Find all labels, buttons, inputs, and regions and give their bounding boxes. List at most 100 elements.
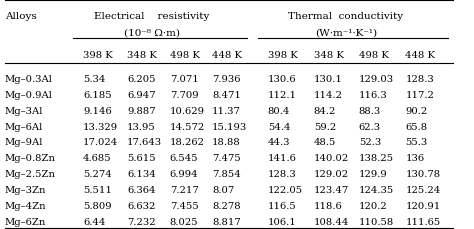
- Text: 13.95: 13.95: [127, 123, 156, 132]
- Text: 117.2: 117.2: [405, 91, 434, 100]
- Text: 8.07: 8.07: [212, 186, 234, 195]
- Text: 348 K: 348 K: [127, 51, 157, 60]
- Text: 8.025: 8.025: [170, 218, 198, 227]
- Text: 8.278: 8.278: [212, 202, 240, 211]
- Text: 129.02: 129.02: [314, 170, 349, 179]
- Text: Mg–6Zn: Mg–6Zn: [5, 218, 46, 227]
- Text: 122.05: 122.05: [268, 186, 303, 195]
- Text: Mg–3Zn: Mg–3Zn: [5, 186, 46, 195]
- Text: 17.643: 17.643: [127, 139, 162, 147]
- Text: 128.3: 128.3: [268, 170, 297, 179]
- Text: 6.134: 6.134: [127, 170, 156, 179]
- Text: 5.274: 5.274: [83, 170, 112, 179]
- Text: 5.615: 5.615: [127, 154, 155, 163]
- Text: 114.2: 114.2: [314, 91, 343, 100]
- Text: 106.1: 106.1: [268, 218, 297, 227]
- Text: 10.629: 10.629: [170, 107, 205, 116]
- Text: 108.44: 108.44: [314, 218, 349, 227]
- Text: 130.6: 130.6: [268, 75, 296, 84]
- Text: Mg–0.9Al: Mg–0.9Al: [5, 91, 53, 100]
- Text: 140.02: 140.02: [314, 154, 349, 163]
- Text: 44.3: 44.3: [268, 139, 290, 147]
- Text: 448 K: 448 K: [212, 51, 242, 60]
- Text: Alloys: Alloys: [5, 12, 36, 21]
- Text: 111.65: 111.65: [405, 218, 440, 227]
- Text: 80.4: 80.4: [268, 107, 290, 116]
- Text: 116.5: 116.5: [268, 202, 297, 211]
- Text: 7.709: 7.709: [170, 91, 198, 100]
- Text: 7.217: 7.217: [170, 186, 199, 195]
- Text: 6.44: 6.44: [83, 218, 105, 227]
- Text: 54.4: 54.4: [268, 123, 290, 132]
- Text: 123.47: 123.47: [314, 186, 349, 195]
- Text: 128.3: 128.3: [405, 75, 434, 84]
- Text: 116.3: 116.3: [359, 91, 388, 100]
- Text: 125.24: 125.24: [405, 186, 440, 195]
- Text: 6.185: 6.185: [83, 91, 111, 100]
- Text: 398 K: 398 K: [268, 51, 298, 60]
- Text: 120.91: 120.91: [405, 202, 440, 211]
- Text: Mg–0.3Al: Mg–0.3Al: [5, 75, 53, 84]
- Text: 129.03: 129.03: [359, 75, 394, 84]
- Text: 55.3: 55.3: [405, 139, 428, 147]
- Text: 90.2: 90.2: [405, 107, 428, 116]
- Text: 141.6: 141.6: [268, 154, 297, 163]
- Text: 62.3: 62.3: [359, 123, 381, 132]
- Text: Electrical    resistivity: Electrical resistivity: [94, 12, 210, 21]
- Text: 348 K: 348 K: [314, 51, 344, 60]
- Text: Thermal  conductivity: Thermal conductivity: [289, 12, 403, 21]
- Text: 18.88: 18.88: [212, 139, 241, 147]
- Text: Mg–3Al: Mg–3Al: [5, 107, 43, 116]
- Text: 18.262: 18.262: [170, 139, 205, 147]
- Text: 6.994: 6.994: [170, 170, 198, 179]
- Text: 120.2: 120.2: [359, 202, 388, 211]
- Text: 118.6: 118.6: [314, 202, 343, 211]
- Text: 52.3: 52.3: [359, 139, 381, 147]
- Text: 5.34: 5.34: [83, 75, 105, 84]
- Text: 398 K: 398 K: [83, 51, 113, 60]
- Text: 6.205: 6.205: [127, 75, 155, 84]
- Text: Mg–4Zn: Mg–4Zn: [5, 202, 46, 211]
- Text: 136: 136: [405, 154, 424, 163]
- Text: Mg–0.8Zn: Mg–0.8Zn: [5, 154, 56, 163]
- Text: 13.329: 13.329: [83, 123, 118, 132]
- Text: Mg–2.5Zn: Mg–2.5Zn: [5, 170, 56, 179]
- Text: 498 K: 498 K: [170, 51, 200, 60]
- Text: 5.511: 5.511: [83, 186, 112, 195]
- Text: 124.35: 124.35: [359, 186, 394, 195]
- Text: 6.545: 6.545: [170, 154, 198, 163]
- Text: 112.1: 112.1: [268, 91, 297, 100]
- Text: (W·m⁻¹·K⁻¹): (W·m⁻¹·K⁻¹): [315, 29, 377, 38]
- Text: 17.024: 17.024: [83, 139, 118, 147]
- Text: 65.8: 65.8: [405, 123, 428, 132]
- Text: 7.475: 7.475: [212, 154, 241, 163]
- Text: 7.936: 7.936: [212, 75, 240, 84]
- Text: 7.071: 7.071: [170, 75, 199, 84]
- Text: 7.854: 7.854: [212, 170, 241, 179]
- Text: 448 K: 448 K: [405, 51, 435, 60]
- Text: 7.455: 7.455: [170, 202, 199, 211]
- Text: 8.817: 8.817: [212, 218, 241, 227]
- Text: 129.9: 129.9: [359, 170, 388, 179]
- Text: 130.1: 130.1: [314, 75, 343, 84]
- Text: 6.364: 6.364: [127, 186, 155, 195]
- Text: 6.947: 6.947: [127, 91, 155, 100]
- Text: 59.2: 59.2: [314, 123, 336, 132]
- Text: 48.5: 48.5: [314, 139, 336, 147]
- Text: 11.37: 11.37: [212, 107, 241, 116]
- Text: Mg–6Al: Mg–6Al: [5, 123, 43, 132]
- Text: 110.58: 110.58: [359, 218, 394, 227]
- Text: 138.25: 138.25: [359, 154, 394, 163]
- Text: (10⁻⁸ Ω·m): (10⁻⁸ Ω·m): [124, 29, 180, 38]
- Text: 9.887: 9.887: [127, 107, 155, 116]
- Text: 4.685: 4.685: [83, 154, 111, 163]
- Text: 14.572: 14.572: [170, 123, 205, 132]
- Text: 5.809: 5.809: [83, 202, 111, 211]
- Text: 130.78: 130.78: [405, 170, 440, 179]
- Text: Mg–9Al: Mg–9Al: [5, 139, 43, 147]
- Text: 84.2: 84.2: [314, 107, 336, 116]
- Text: 7.232: 7.232: [127, 218, 155, 227]
- Text: 498 K: 498 K: [359, 51, 389, 60]
- Text: 15.193: 15.193: [212, 123, 247, 132]
- Text: 88.3: 88.3: [359, 107, 381, 116]
